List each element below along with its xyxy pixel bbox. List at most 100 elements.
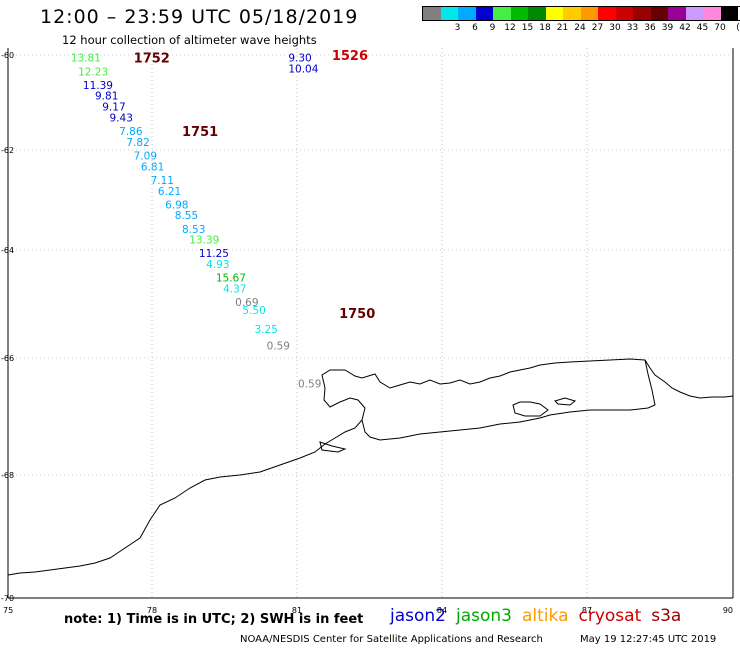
legend-swatch (528, 7, 546, 20)
legend-swatch (633, 7, 651, 20)
satellite-label: cryosat (578, 606, 642, 626)
legend-tick: 9 (489, 23, 496, 33)
swh-value: 3.25 (255, 324, 278, 336)
legend-swatch (580, 7, 598, 20)
legend-tick: 3 (454, 23, 461, 33)
generated-timestamp: May 19 12:27:45 UTC 2019 (580, 634, 717, 645)
legend-swatch (598, 7, 616, 20)
legend-swatch (510, 7, 528, 20)
legend-tick: 6 (472, 23, 478, 33)
lat-label: -62 (1, 146, 14, 155)
legend-color-bar (422, 6, 740, 21)
legend-tick: 21 (556, 23, 569, 33)
legend-swatch (720, 7, 738, 20)
legend-swatch (458, 7, 476, 20)
legend-tick: 45 (696, 23, 709, 33)
swh-value: 4.37 (223, 283, 246, 295)
pass-time-label: 1526 (332, 49, 368, 64)
lat-label: -66 (1, 354, 14, 363)
legend-swatch (703, 7, 721, 20)
swh-value: 7.86 (119, 126, 143, 138)
lat-label: -68 (1, 471, 14, 480)
swh-value: 10.04 (288, 64, 318, 76)
antarctic-coastline (7, 358, 734, 576)
lon-label: 84 (437, 606, 447, 615)
lat-label: -70 (1, 594, 14, 603)
swh-value: 7.09 (134, 150, 157, 162)
swh-value: 9.30 (288, 53, 311, 65)
swh-observations: 13.8112.2311.399.819.179.437.867.827.096… (71, 53, 322, 391)
legend-swatch (475, 7, 493, 20)
pass-time-label: 1752 (134, 52, 170, 67)
lat-lon-gridlines (8, 48, 733, 598)
legend-swatch (440, 7, 458, 20)
legend-tick: 18 (539, 23, 551, 33)
swh-value: 11.39 (83, 80, 113, 92)
legend-tick: 30 (609, 23, 621, 33)
swh-value: 0.69 (235, 297, 258, 309)
lon-label: 87 (582, 606, 592, 615)
swh-value: 6.98 (165, 199, 188, 211)
swh-value: 11.25 (199, 248, 229, 260)
swh-value: 6.81 (141, 161, 164, 173)
swh-value: 8.55 (175, 210, 198, 222)
legend-tick: 12 (504, 23, 516, 33)
pass-time-label: 1751 (182, 125, 218, 140)
swh-value: 4.93 (206, 259, 229, 271)
lat-label: -60 (1, 51, 14, 60)
swh-value: 12.23 (78, 66, 108, 78)
lon-label: 75 (3, 606, 13, 615)
swh-value: 8.53 (182, 224, 205, 236)
legend-tick: 39 (661, 23, 674, 33)
legend-swatch (650, 7, 668, 20)
map-frame (7, 48, 734, 599)
swh-value: 6.21 (158, 186, 181, 198)
swh-value: 7.82 (126, 137, 149, 149)
satellite-legend: jason2 jason3 altika cryosat s3a (390, 606, 691, 626)
satellite-label: s3a (651, 606, 682, 626)
legend-tick: 33 (626, 23, 639, 33)
pass-time-markers: 1752 1751 1526 1750 (134, 49, 376, 322)
swh-value: 7.11 (151, 175, 174, 187)
lon-label: 81 (292, 606, 302, 615)
swh-value: 9.43 (110, 112, 133, 124)
lat-label: -64 (1, 246, 14, 255)
legend-swatch (668, 7, 686, 20)
swh-value: 9.17 (102, 102, 125, 114)
longitude-axis-labels: 75 78 81 84 87 90 (3, 606, 733, 615)
legend-swatch (545, 7, 563, 20)
legend-unit: (ft) (736, 23, 740, 33)
credit-line: NOAA/NESDIS Center for Satellite Applica… (240, 634, 543, 645)
swh-value: 0.59 (298, 379, 321, 391)
legend-swatch (685, 7, 703, 20)
map-title: 12:00 – 23:59 UTC 05/18/2019 (40, 6, 359, 28)
lon-label: 90 (723, 606, 733, 615)
legend-tick: 24 (574, 23, 586, 33)
swh-value: 15.67 (216, 273, 246, 285)
legend-swatch (423, 7, 441, 20)
satellite-label: jason2 (390, 606, 446, 626)
swh-value: 13.39 (189, 235, 219, 247)
legend-tick: 27 (591, 23, 604, 33)
legend-tick: 70 (714, 23, 726, 33)
swh-value: 0.59 (267, 341, 290, 353)
satellite-label: jason3 (456, 606, 512, 626)
swh-value: 9.81 (95, 91, 118, 103)
pass-time-label: 1750 (339, 307, 375, 322)
legend-tick: 15 (521, 23, 534, 33)
legend-swatch (493, 7, 511, 20)
latitude-axis-labels: -60 -62 -64 -66 -68 -70 (1, 51, 14, 603)
satellite-label: altika (522, 606, 569, 626)
legend-tick: 42 (679, 23, 691, 33)
swh-value: 13.81 (71, 53, 101, 65)
legend-tick: 36 (644, 23, 656, 33)
legend-swatch (615, 7, 633, 20)
footer-note: note: 1) Time is in UTC; 2) SWH is in fe… (64, 612, 364, 627)
map-subtitle: 12 hour collection of altimeter wave hei… (62, 33, 317, 47)
lon-label: 78 (147, 606, 157, 615)
legend-swatch (563, 7, 581, 20)
swh-value: 5.50 (242, 305, 265, 317)
